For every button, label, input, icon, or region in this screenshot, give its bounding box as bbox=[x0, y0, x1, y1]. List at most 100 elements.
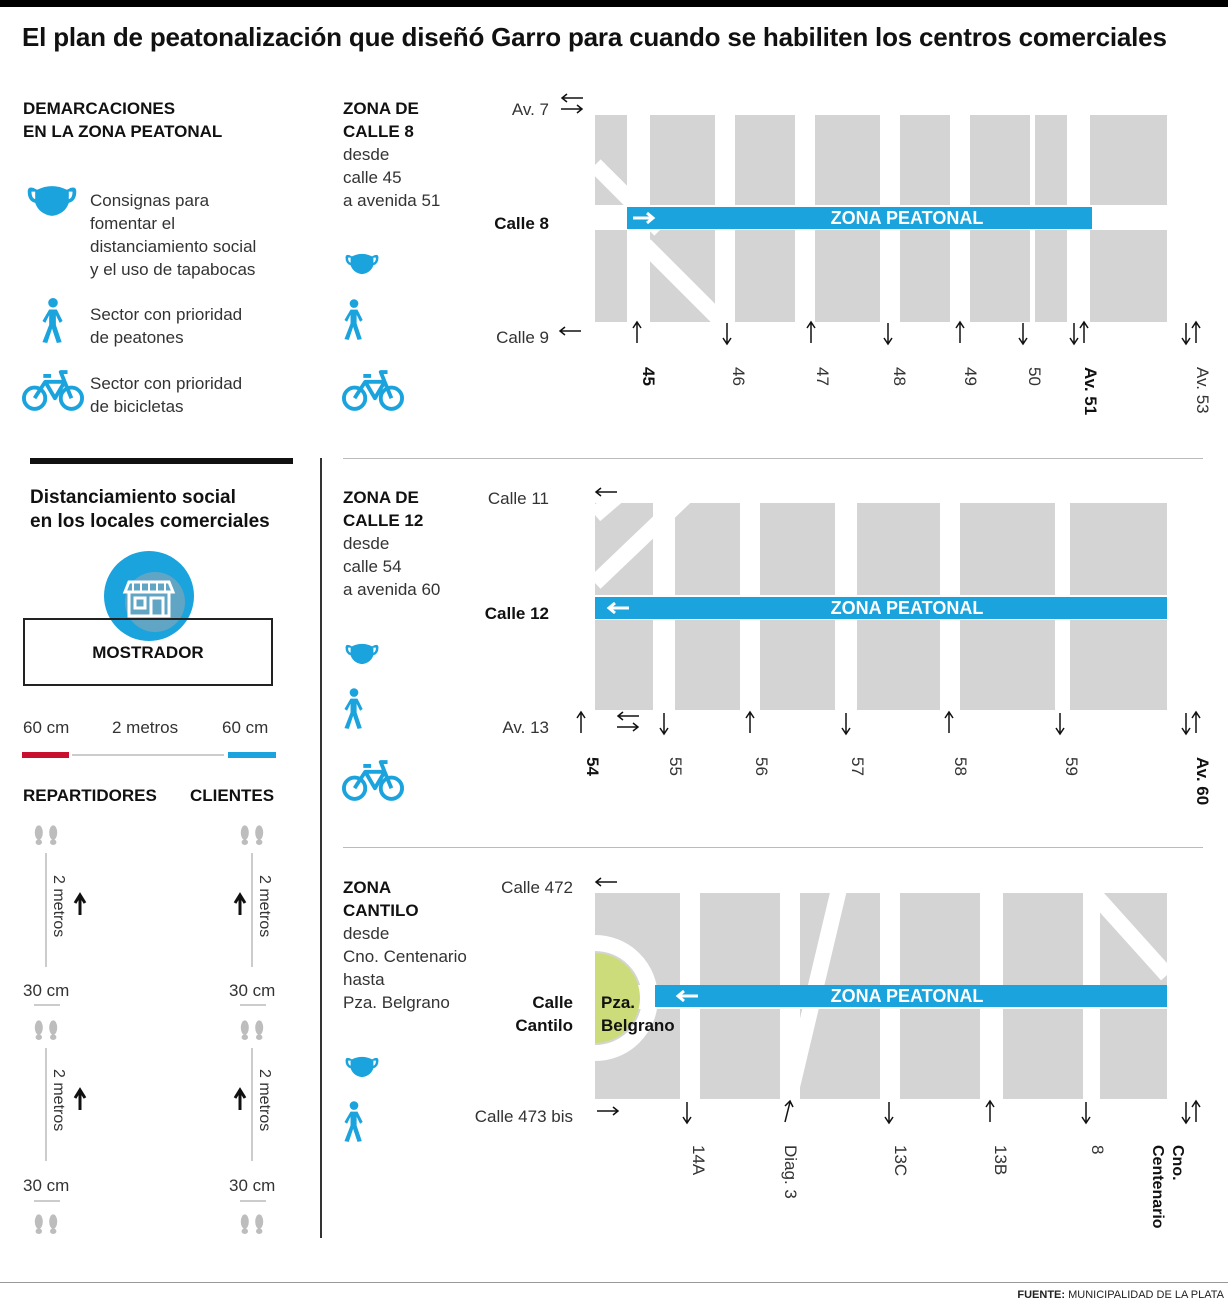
pedestrian-zone-banner bbox=[627, 207, 1092, 229]
zone-name: ZONA DE bbox=[343, 99, 419, 118]
bicycle-icon bbox=[342, 366, 404, 413]
zone-name: CANTILO bbox=[343, 901, 419, 920]
zone-2-info: ZONA DE CALLE 12 desde calle 54 a avenid… bbox=[343, 486, 440, 601]
source-value: MUNICIPALIDAD DE LA PLATA bbox=[1068, 1289, 1224, 1301]
middle-width-label: 2 metros bbox=[112, 718, 179, 737]
zone-desc: calle 45 bbox=[343, 168, 402, 187]
legend-text: fomentar el bbox=[90, 214, 176, 233]
source-line: FUENTE: MUNICIPALIDAD DE LA PLATA bbox=[1017, 1289, 1224, 1301]
up-arrow-icon bbox=[233, 892, 247, 915]
direction-arrows bbox=[597, 1099, 1201, 1125]
direction-arrows bbox=[576, 710, 1201, 736]
cross-street-labels: 14A Diag. 3 13C 13B 8 Cno.Centenario bbox=[689, 1145, 1186, 1229]
cross-street-label: 57 bbox=[848, 757, 867, 776]
bicycle-icon bbox=[22, 366, 84, 413]
red-bar bbox=[22, 752, 69, 758]
up-arrow-icon bbox=[73, 1087, 87, 1110]
zone-desc: desde bbox=[343, 534, 390, 553]
zone-divider bbox=[343, 458, 1203, 459]
zone-desc: Cno. Centenario bbox=[343, 947, 467, 966]
legend-text: y el uso de tapabocas bbox=[90, 260, 256, 279]
bottom-street-label: Calle 9 bbox=[496, 328, 549, 347]
top-rule bbox=[0, 0, 1228, 7]
cross-street-label: 59 bbox=[1062, 757, 1081, 776]
step-label: 30 cm bbox=[229, 1176, 275, 1195]
cross-street-label: 14A bbox=[689, 1145, 708, 1176]
pedestrian-zone-banner bbox=[655, 985, 1167, 1007]
footprint-columns: 2 metros 30 cm 2 metros 30 cm 2 metros 3… bbox=[23, 825, 275, 1234]
gap-label: 2 metros bbox=[256, 875, 273, 937]
legend-heading-line: DEMARCACIONES bbox=[23, 99, 176, 118]
two-way-arrow-icon bbox=[560, 93, 584, 114]
plaza-belgrano bbox=[595, 953, 640, 1043]
zone-desc: a avenida 51 bbox=[343, 191, 441, 210]
legend-text: distanciamiento social bbox=[90, 237, 257, 256]
left-group-label: REPARTIDORES bbox=[23, 786, 157, 805]
pedestrian-icon bbox=[341, 1099, 367, 1145]
legend-item-mask: Consignas para fomentar el distanciamien… bbox=[90, 189, 256, 281]
zone-3-info: ZONA CANTILO desde Cno. Centenario hasta… bbox=[343, 876, 467, 1014]
map-calle-12: ZONA PEATONAL Calle 11 Calle 12 Av. 13 5… bbox=[485, 478, 1212, 805]
arrow-right-icon bbox=[633, 211, 656, 225]
cross-street-label-part: Centenario bbox=[1149, 1145, 1166, 1229]
cross-street-label: 47 bbox=[813, 367, 832, 386]
plaza-ring bbox=[594, 935, 658, 1061]
diagonal-street bbox=[589, 478, 691, 589]
mask-icon bbox=[343, 641, 381, 667]
cross-street-label: 49 bbox=[961, 367, 980, 386]
step-label: 30 cm bbox=[23, 981, 69, 1000]
zone-desc: hasta bbox=[343, 970, 385, 989]
pedestrian-icon bbox=[341, 686, 367, 732]
source-label: FUENTE: bbox=[1017, 1289, 1066, 1301]
cross-street-label: Av. 53 bbox=[1193, 367, 1212, 414]
legend-text: Sector con prioridad bbox=[90, 374, 243, 393]
right-column: 2 metros 30 cm 2 metros 30 cm bbox=[229, 825, 275, 1234]
cross-street-label: 55 bbox=[666, 757, 685, 776]
mask-icon bbox=[343, 251, 381, 277]
column-divider bbox=[320, 458, 322, 1238]
cross-street-label: 13B bbox=[991, 1145, 1010, 1175]
arrow-left-icon bbox=[606, 601, 629, 615]
city-blocks bbox=[595, 503, 1167, 710]
zone-desc: a avenida 60 bbox=[343, 580, 441, 599]
step-label: 30 cm bbox=[23, 1176, 69, 1195]
mask-icon bbox=[343, 1054, 381, 1080]
arrow-left-icon bbox=[558, 326, 581, 336]
step-label: 30 cm bbox=[229, 981, 275, 1000]
main-street-label: Calle bbox=[532, 993, 573, 1012]
zone-desc: calle 54 bbox=[343, 557, 402, 576]
bicycle-icon bbox=[342, 756, 404, 803]
blue-bar bbox=[228, 752, 276, 758]
cross-street-label: 48 bbox=[890, 367, 909, 386]
cross-street-label: 13C bbox=[891, 1145, 910, 1176]
legend-text: Consignas para bbox=[90, 191, 210, 210]
bottom-street-label: Av. 13 bbox=[502, 718, 549, 737]
left-width-label: 60 cm bbox=[23, 718, 70, 737]
cross-street-label: 50 bbox=[1025, 367, 1044, 386]
distancing-heading-line: Distanciamiento social bbox=[30, 487, 236, 508]
arrow-left-icon bbox=[594, 877, 617, 887]
top-street-label: Calle 472 bbox=[501, 878, 573, 897]
cross-street-label: 58 bbox=[951, 757, 970, 776]
cross-street-label: 8 bbox=[1088, 1145, 1107, 1154]
cross-street-label: 54 bbox=[583, 757, 602, 776]
gap-label: 2 metros bbox=[50, 875, 67, 937]
cross-street-labels: 54 55 56 57 58 59 Av. 60 bbox=[583, 757, 1212, 805]
banner-label: ZONA PEATONAL bbox=[831, 208, 984, 228]
counter-box: MOSTRADOR bbox=[23, 618, 273, 686]
map-cantilo: ZONA PEATONAL Calle 472 Calle Cantilo Pz… bbox=[475, 877, 1201, 1229]
banner-label: ZONA PEATONAL bbox=[831, 986, 984, 1006]
pedestrian-icon bbox=[38, 298, 68, 344]
top-street-label: Calle 11 bbox=[488, 489, 549, 508]
zone-name: ZONA bbox=[343, 878, 392, 897]
zone-name: CALLE 12 bbox=[343, 511, 424, 530]
cross-street-label: Diag. 3 bbox=[781, 1145, 800, 1199]
zone-divider bbox=[343, 847, 1203, 848]
map-calle-8: ZONA PEATONAL Av. 7 Calle 8 Calle 9 45 4… bbox=[494, 93, 1212, 415]
counter-label: MOSTRADOR bbox=[92, 643, 204, 662]
gap-label: 2 metros bbox=[256, 1069, 273, 1131]
distance-scale bbox=[22, 752, 276, 758]
mask-icon bbox=[24, 182, 80, 220]
arrow-left-icon bbox=[675, 989, 698, 1003]
distancing-heading-line: en los locales comerciales bbox=[30, 511, 270, 532]
